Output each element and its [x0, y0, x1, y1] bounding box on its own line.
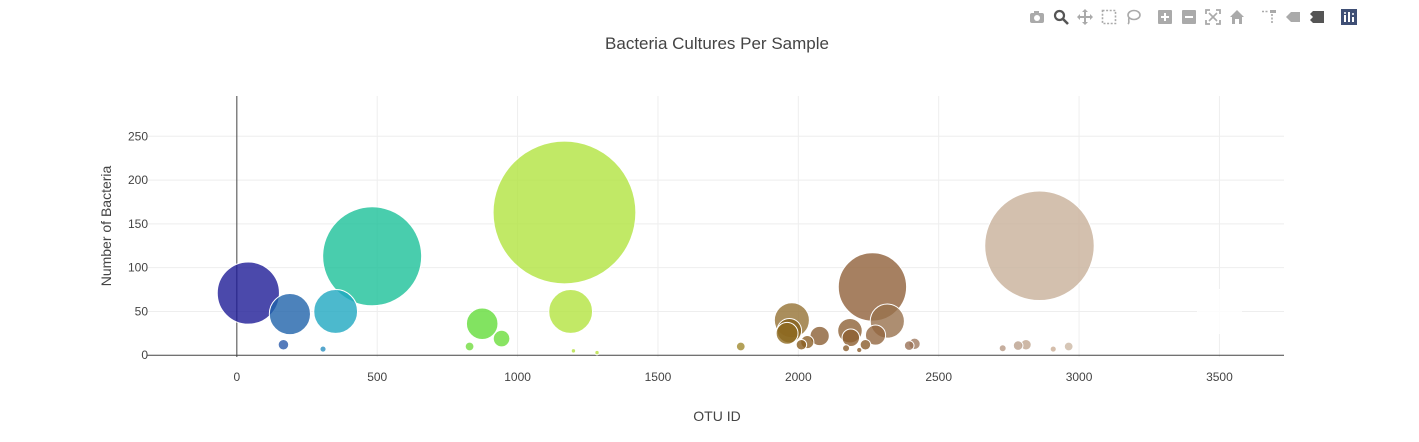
zoom-in-icon: [1158, 10, 1172, 24]
bubble-marker[interactable]: [859, 338, 872, 351]
x-axis-label: OTU ID: [693, 408, 740, 424]
zoom-out-button[interactable]: [1177, 6, 1201, 28]
autoscale-icon: [1205, 9, 1221, 25]
bubble-marker[interactable]: [841, 328, 861, 347]
bubble-marker[interactable]: [903, 340, 915, 351]
bubble-marker[interactable]: [319, 345, 327, 353]
bubble-marker[interactable]: [465, 307, 499, 340]
reset-axes-button[interactable]: [1225, 6, 1249, 28]
plot-modebar: [1025, 6, 1361, 28]
y-tick-label: 100: [128, 261, 148, 275]
bubble-marker[interactable]: [1012, 340, 1024, 351]
grid-lines: [147, 96, 1284, 357]
x-axis-ticks: 0 500 1000 1500 2000 2500 3000 3500: [233, 370, 1233, 384]
bubble-marker[interactable]: [864, 324, 887, 346]
y-tick-label: 200: [128, 173, 148, 187]
bubble-marker[interactable]: [313, 289, 359, 334]
bubble-marker[interactable]: [492, 329, 511, 348]
x-tick-label: 500: [367, 370, 387, 384]
plotly-logo-button[interactable]: [1337, 6, 1361, 28]
bubble-marker[interactable]: [1063, 341, 1074, 352]
autoscale-button[interactable]: [1201, 6, 1225, 28]
bubble-marker[interactable]: [464, 341, 475, 352]
bubble-marker[interactable]: [1049, 345, 1057, 353]
y-axis-label: Number of Bacteria: [98, 165, 114, 286]
bubble-marker[interactable]: [548, 289, 594, 334]
x-tick-label: 2000: [785, 370, 812, 384]
zoom-in-button[interactable]: [1153, 6, 1177, 28]
lasso-select-icon: [1127, 9, 1141, 25]
bubble-marker[interactable]: [277, 338, 290, 351]
x-tick-label: 1000: [504, 370, 531, 384]
hover-compare-button[interactable]: [1305, 6, 1329, 28]
bubble-marker[interactable]: [594, 349, 600, 356]
plotly-logo-icon: [1341, 9, 1357, 25]
zoom-icon: [1053, 9, 1069, 25]
zoom-button[interactable]: [1049, 6, 1073, 28]
bubble-marker[interactable]: [735, 341, 746, 352]
x-tick-label: 3500: [1206, 370, 1233, 384]
pan-icon: [1077, 9, 1093, 25]
bubble-marker[interactable]: [998, 344, 1007, 353]
bubble-marker[interactable]: [268, 293, 311, 336]
bubble-marker[interactable]: [775, 321, 799, 345]
x-tick-label: 3000: [1066, 370, 1093, 384]
hover-closest-icon: [1286, 12, 1300, 22]
box-select-button[interactable]: [1097, 6, 1121, 28]
bubble-marker[interactable]: [795, 338, 808, 351]
y-tick-label: 50: [135, 304, 149, 318]
hover-closest-button[interactable]: [1281, 6, 1305, 28]
reset-axes-icon: [1230, 10, 1244, 24]
bubble-marker[interactable]: [570, 348, 577, 354]
hover-compare-icon: [1310, 11, 1324, 23]
x-tick-label: 0: [233, 370, 240, 384]
camera-icon: [1030, 11, 1044, 23]
bubble-marker[interactable]: [842, 344, 851, 353]
y-axis-ticks: 0 50 100 150 200 250: [128, 129, 148, 362]
chart-title: Bacteria Cultures Per Sample: [605, 34, 829, 53]
pan-button[interactable]: [1073, 6, 1097, 28]
x-tick-label: 2500: [925, 370, 952, 384]
lasso-select-button[interactable]: [1121, 6, 1145, 28]
box-select-icon: [1101, 9, 1117, 25]
bubble-marker[interactable]: [322, 206, 423, 307]
y-tick-label: 0: [141, 348, 148, 362]
bubble-marker[interactable]: [216, 261, 280, 325]
zoom-out-icon: [1182, 10, 1196, 24]
bubble-marker[interactable]: [492, 140, 637, 285]
bubble-series[interactable]: [216, 140, 1242, 356]
y-tick-label: 250: [128, 129, 148, 143]
x-tick-label: 1500: [645, 370, 672, 384]
bubble-marker[interactable]: [984, 190, 1095, 302]
bubble-marker[interactable]: [1197, 289, 1242, 334]
spike-lines-button[interactable]: [1257, 6, 1281, 28]
spike-lines-icon: [1262, 10, 1276, 24]
camera-button[interactable]: [1025, 6, 1049, 28]
bubble-marker[interactable]: [856, 346, 863, 354]
y-tick-label: 150: [128, 217, 148, 231]
